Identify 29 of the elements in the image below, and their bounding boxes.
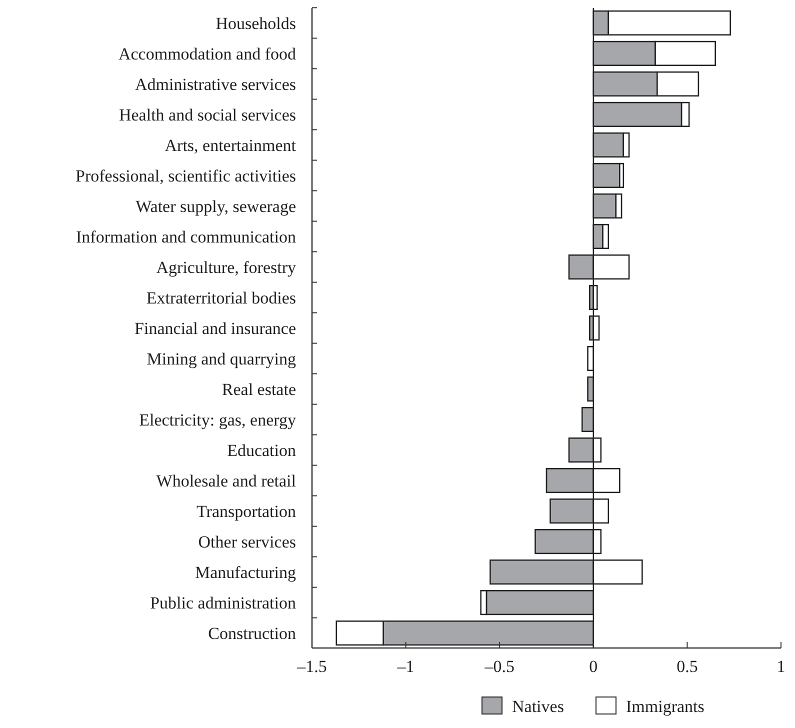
- x-tick-label: 0: [589, 657, 598, 676]
- y-tick-label: Households: [216, 14, 296, 33]
- y-tick-label: Manufacturing: [194, 562, 296, 582]
- y-tick-label: Real estate: [222, 380, 296, 399]
- x-tick-label: –1: [396, 657, 414, 676]
- y-tick-label: Mining and quarrying: [146, 349, 296, 368]
- y-tick-label: Arts, entertainment: [164, 136, 296, 155]
- x-tick-label: 1: [776, 657, 786, 676]
- y-tick-label: Agriculture, forestry: [156, 258, 296, 277]
- y-tick-label: Wholesale and retail: [156, 471, 296, 490]
- y-tick-label: Transportation: [196, 502, 296, 521]
- y-tick-label: Professional, scientific activities: [76, 166, 296, 186]
- y-tick-label: Public administration: [150, 593, 296, 612]
- x-tick-label: –1.5: [296, 657, 327, 676]
- y-tick-label: Accommodation and food: [118, 44, 296, 64]
- y-tick-label: Other services: [198, 532, 296, 552]
- y-tick-label: Construction: [208, 624, 296, 643]
- y-tick-label: Information and communication: [76, 227, 296, 246]
- x-tick-label: –0.5: [484, 657, 514, 676]
- legend-label: Immigrants: [626, 696, 704, 716]
- legend-label: Natives: [512, 696, 564, 716]
- y-tick-label: Health and social services: [118, 105, 296, 124]
- y-tick-label: Extraterritorial bodies: [146, 288, 296, 308]
- y-tick-label: Education: [227, 440, 296, 460]
- y-tick-label: Electricity: gas, energy: [139, 410, 296, 430]
- x-tick-label: 0.5: [676, 657, 698, 676]
- y-tick-label: Water supply, sewerage: [136, 196, 296, 216]
- y-tick-label: Administrative services: [135, 74, 296, 94]
- y-tick-label: Financial and insurance: [134, 318, 296, 338]
